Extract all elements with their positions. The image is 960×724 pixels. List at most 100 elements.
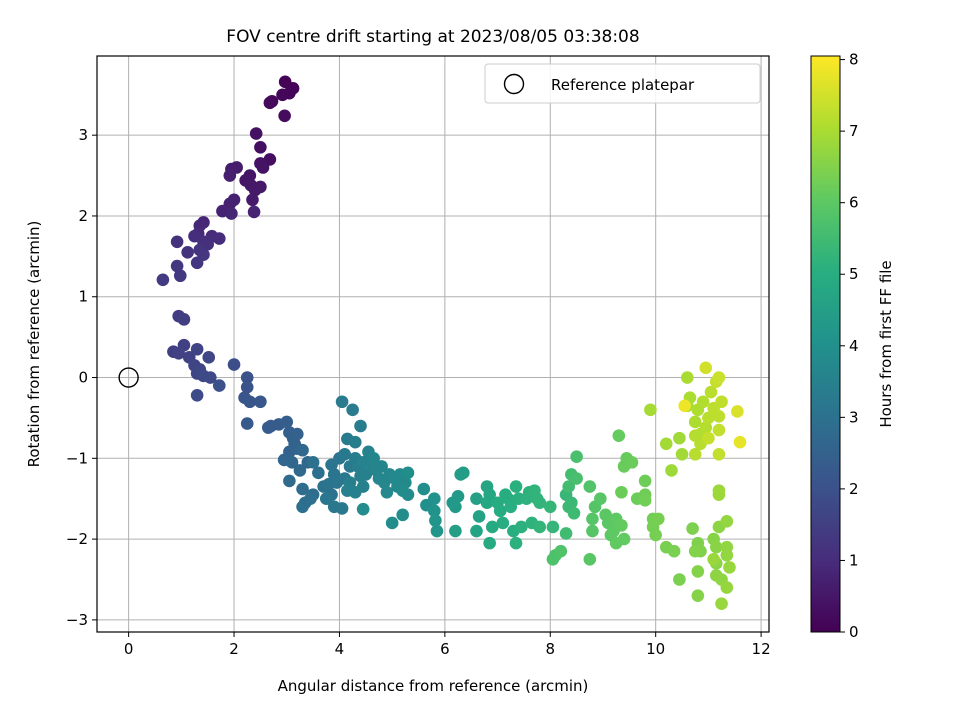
data-point <box>190 388 204 402</box>
data-point <box>496 516 510 530</box>
data-point <box>286 82 300 95</box>
reference-marker <box>118 367 139 388</box>
data-point <box>699 361 713 375</box>
plot-frame <box>96 55 770 633</box>
data-point <box>509 536 523 550</box>
data-point <box>170 259 184 273</box>
data-point <box>731 405 744 418</box>
data-point <box>638 494 652 507</box>
data-point <box>533 496 547 510</box>
data-point <box>227 358 241 371</box>
data-point <box>493 504 507 518</box>
data-point <box>470 524 483 538</box>
data-point <box>615 519 628 532</box>
data-point <box>570 450 583 463</box>
data-point <box>385 516 399 530</box>
data-point <box>428 492 441 506</box>
data-point <box>254 395 267 409</box>
data-point <box>546 552 560 566</box>
data-point <box>449 524 462 538</box>
data-point <box>559 527 573 540</box>
data-point <box>702 411 715 425</box>
data-point <box>248 183 262 197</box>
y-tick-label: −2 <box>66 530 88 548</box>
data-point <box>649 528 662 542</box>
data-point <box>417 482 431 496</box>
data-point <box>338 447 352 461</box>
data-point <box>617 532 631 546</box>
data-point <box>173 269 187 283</box>
data-point <box>225 207 238 220</box>
colorbar-tick-label: 4 <box>849 337 859 355</box>
data-point <box>254 140 267 154</box>
data-point <box>306 456 320 469</box>
data-point <box>190 256 204 270</box>
data-point <box>615 485 628 499</box>
x-tick-label: 10 <box>646 640 665 658</box>
data-point <box>240 380 254 394</box>
data-point <box>688 447 702 461</box>
y-axis-ticks: −3 −2 −1 0 1 2 3 <box>66 126 97 629</box>
data-point <box>359 468 373 481</box>
data-point <box>562 480 576 493</box>
x-tick-label: 4 <box>335 640 345 658</box>
data-point <box>202 351 216 364</box>
data-point <box>348 435 362 449</box>
data-point <box>504 500 518 514</box>
data-point <box>283 474 296 488</box>
data-point <box>290 427 304 441</box>
data-point <box>733 435 747 449</box>
data-point <box>256 161 270 174</box>
data-point <box>204 371 217 384</box>
data-point <box>715 395 728 409</box>
colorbar-ticks: 0 1 2 3 4 5 6 7 8 <box>840 51 859 641</box>
data-point <box>638 474 652 488</box>
data-point <box>346 403 359 417</box>
data-point <box>704 385 718 399</box>
data-point <box>212 232 226 245</box>
data-point <box>702 431 715 445</box>
data-point <box>335 502 349 515</box>
data-point <box>190 342 204 356</box>
data-point <box>712 488 726 501</box>
data-point <box>686 522 699 535</box>
data-point <box>170 235 184 249</box>
colorbar-tick-label: 3 <box>849 408 859 426</box>
data-point <box>296 500 309 514</box>
data-point <box>678 399 691 413</box>
data-point <box>212 379 226 392</box>
data-point <box>720 581 734 594</box>
colorbar-tick-label: 2 <box>849 480 859 498</box>
legend-entry-reference: Reference platepar <box>551 76 695 94</box>
data-point <box>480 496 494 510</box>
legend-box <box>484 63 761 104</box>
x-axis-ticks: 0 2 4 6 8 10 12 <box>124 632 771 658</box>
data-point <box>261 421 275 434</box>
y-tick-label: −1 <box>66 449 88 467</box>
data-point <box>712 410 726 423</box>
data-point <box>659 437 673 451</box>
colorbar-tick-label: 8 <box>849 51 859 69</box>
colorbar-tick-label: 7 <box>849 122 859 140</box>
data-point <box>644 403 657 417</box>
data-point <box>691 565 705 578</box>
data-point <box>546 520 560 534</box>
data-point <box>470 492 483 506</box>
data-point <box>709 540 723 554</box>
data-point <box>665 464 678 477</box>
data-point <box>263 96 277 110</box>
data-points <box>156 75 747 611</box>
data-point <box>451 489 465 503</box>
data-point <box>586 512 599 526</box>
data-point <box>514 520 528 534</box>
data-point <box>240 417 254 430</box>
data-point <box>673 573 686 586</box>
data-point <box>246 193 259 207</box>
data-point <box>296 482 309 496</box>
legend-marker <box>503 73 525 95</box>
data-point <box>554 544 568 558</box>
data-point <box>304 492 317 506</box>
data-point <box>712 447 726 461</box>
data-point <box>240 371 254 384</box>
data-point <box>172 346 185 360</box>
